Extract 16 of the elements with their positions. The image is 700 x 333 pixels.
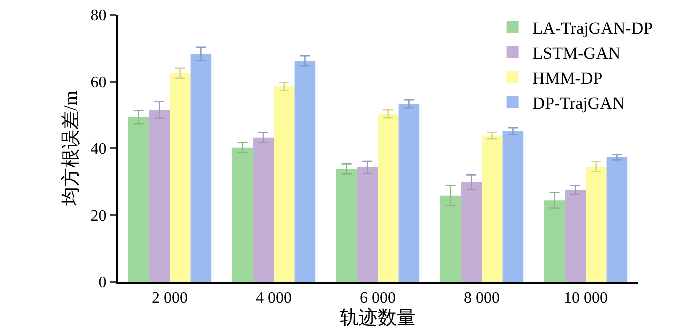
x-tick-label: 2 000 <box>152 290 188 308</box>
y-tick-label: 60 <box>90 74 107 92</box>
legend-label: HMM-DP <box>532 69 603 88</box>
x-tick-label: 8 000 <box>464 290 500 308</box>
x-tick-label: 6 000 <box>360 290 396 308</box>
y-tick-label: 0 <box>98 274 107 292</box>
y-axis-title: 均方根误差/m <box>60 90 82 208</box>
legend-label: LA-TrajGAN-DP <box>532 18 654 38</box>
legend-label: LSTM-GAN <box>532 44 621 63</box>
y-tick-label: 40 <box>90 141 107 158</box>
x-tick-label: 10 000 <box>564 290 608 308</box>
y-tick-label: 20 <box>90 208 107 225</box>
y-tick-label: 80 <box>90 8 107 25</box>
x-tick-label: 4 000 <box>256 290 292 308</box>
x-axis-title: 轨迹数量 <box>340 307 416 330</box>
legend-label: DP-TrajGAN <box>532 94 625 114</box>
